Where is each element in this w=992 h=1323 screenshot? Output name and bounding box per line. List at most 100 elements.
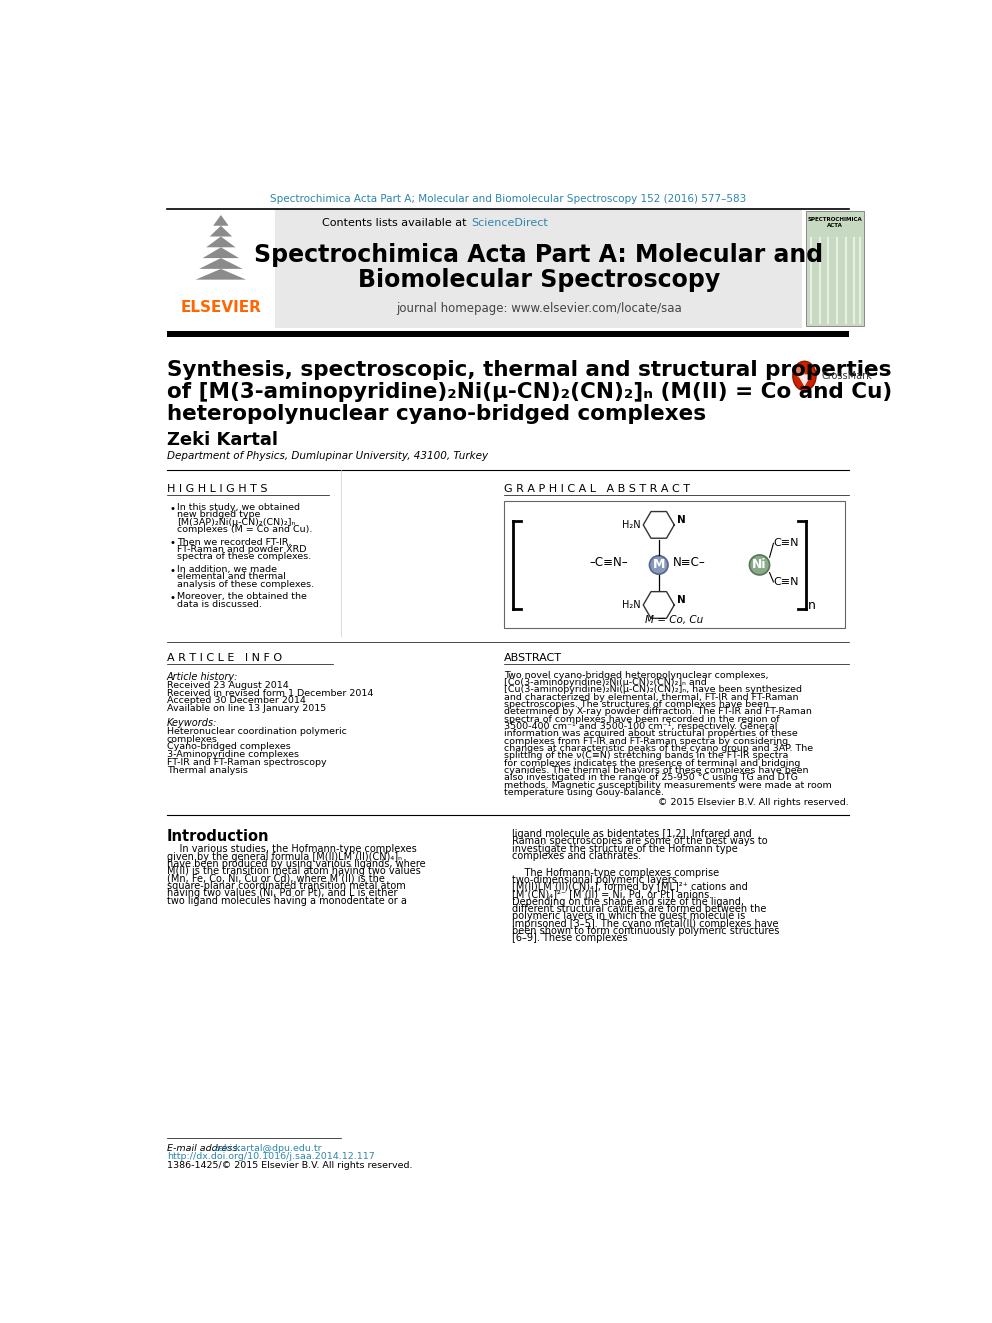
Text: FT-IR and FT-Raman spectroscopy: FT-IR and FT-Raman spectroscopy bbox=[167, 758, 326, 767]
Text: Keywords:: Keywords: bbox=[167, 718, 217, 728]
Text: http://dx.doi.org/10.1016/j.saa.2014.12.117: http://dx.doi.org/10.1016/j.saa.2014.12.… bbox=[167, 1152, 374, 1162]
Polygon shape bbox=[798, 374, 811, 386]
Text: determined by X-ray powder diffraction. The FT-IR and FT-Raman: determined by X-ray powder diffraction. … bbox=[504, 708, 811, 716]
Text: elemental and thermal: elemental and thermal bbox=[178, 573, 287, 581]
Text: 3500-400 cm⁻¹ and 3500-100 cm⁻¹, respectively. General: 3500-400 cm⁻¹ and 3500-100 cm⁻¹, respect… bbox=[504, 722, 777, 732]
Text: N≡C–: N≡C– bbox=[673, 556, 705, 569]
Polygon shape bbox=[209, 226, 232, 237]
Text: been shown to form continuously polymeric structures: been shown to form continuously polymeri… bbox=[512, 926, 779, 937]
Text: In various studies, the Hofmann-type complexes: In various studies, the Hofmann-type com… bbox=[167, 844, 417, 855]
Text: [Cu(3-aminopyridine)₂Ni(μ-CN)₂(CN)₂]ₙ, have been synthesized: [Cu(3-aminopyridine)₂Ni(μ-CN)₂(CN)₂]ₙ, h… bbox=[504, 685, 802, 695]
Text: H I G H L I G H T S: H I G H L I G H T S bbox=[167, 484, 267, 493]
Text: In addition, we made: In addition, we made bbox=[178, 565, 278, 574]
Text: 1386-1425/© 2015 Elsevier B.V. All rights reserved.: 1386-1425/© 2015 Elsevier B.V. All right… bbox=[167, 1162, 412, 1171]
Text: ABSTRACT: ABSTRACT bbox=[504, 654, 561, 663]
Text: investigate the structure of the Hofmann type: investigate the structure of the Hofmann… bbox=[512, 844, 737, 853]
Text: Biomolecular Spectroscopy: Biomolecular Spectroscopy bbox=[357, 267, 720, 291]
Text: different structural cavities are formed between the: different structural cavities are formed… bbox=[512, 904, 766, 914]
Text: [Co(3-aminopyridine)₂Ni(μ-CN)₂(CN)₂]ₙ and: [Co(3-aminopyridine)₂Ni(μ-CN)₂(CN)₂]ₙ an… bbox=[504, 679, 706, 687]
Text: Accepted 30 December 2014: Accepted 30 December 2014 bbox=[167, 696, 306, 705]
Text: M = Co, Cu: M = Co, Cu bbox=[645, 615, 703, 624]
Text: also investigated in the range of 25-950 °C using TG and DTG: also investigated in the range of 25-950… bbox=[504, 773, 798, 782]
Text: Heteronuclear coordination polymeric: Heteronuclear coordination polymeric bbox=[167, 728, 346, 736]
Text: C≡N: C≡N bbox=[774, 577, 799, 587]
Text: N: N bbox=[677, 515, 685, 525]
Text: have been produced by using various ligands, where: have been produced by using various liga… bbox=[167, 859, 426, 869]
Text: In this study, we obtained: In this study, we obtained bbox=[178, 503, 301, 512]
Text: Spectrochimica Acta Part A: Molecular and: Spectrochimica Acta Part A: Molecular an… bbox=[254, 243, 823, 267]
Text: cyanides. The thermal behaviors of these complexes have been: cyanides. The thermal behaviors of these… bbox=[504, 766, 808, 775]
Text: H₂N: H₂N bbox=[622, 520, 641, 531]
Text: ELSEVIER: ELSEVIER bbox=[181, 300, 261, 315]
Text: spectra of these complexes.: spectra of these complexes. bbox=[178, 552, 311, 561]
Text: Available on line 13 January 2015: Available on line 13 January 2015 bbox=[167, 704, 326, 713]
Polygon shape bbox=[202, 247, 239, 258]
Text: G R A P H I C A L   A B S T R A C T: G R A P H I C A L A B S T R A C T bbox=[504, 484, 689, 493]
Text: N: N bbox=[677, 595, 685, 606]
Text: complexes from FT-IR and FT-Raman spectra by considering: complexes from FT-IR and FT-Raman spectr… bbox=[504, 737, 788, 746]
Text: [6–9]. These complexes: [6–9]. These complexes bbox=[512, 934, 627, 943]
Text: Received in revised form 1 December 2014: Received in revised form 1 December 2014 bbox=[167, 688, 373, 697]
Text: Then we recorded FT-IR,: Then we recorded FT-IR, bbox=[178, 537, 292, 546]
Polygon shape bbox=[199, 258, 243, 269]
Polygon shape bbox=[206, 237, 236, 247]
Bar bbox=[504, 501, 845, 628]
Text: splitting of the ν(C≡N) stretching bands in the FT-IR spectra: splitting of the ν(C≡N) stretching bands… bbox=[504, 751, 788, 761]
Text: Received 23 August 2014: Received 23 August 2014 bbox=[167, 681, 289, 689]
Text: complexes and clathrates.: complexes and clathrates. bbox=[512, 851, 641, 861]
Text: analysis of these complexes.: analysis of these complexes. bbox=[178, 579, 314, 589]
Polygon shape bbox=[195, 269, 246, 279]
Text: [M(3AP)₂Ni(μ-CN)₂(CN)₂]ₙ: [M(3AP)₂Ni(μ-CN)₂(CN)₂]ₙ bbox=[178, 517, 296, 527]
Text: two-dimensional polymeric layers: two-dimensional polymeric layers bbox=[512, 875, 677, 885]
Text: Moreover, the obtained the: Moreover, the obtained the bbox=[178, 593, 308, 601]
Text: H₂N: H₂N bbox=[622, 599, 641, 610]
Text: complexes (M = Co and Cu).: complexes (M = Co and Cu). bbox=[178, 525, 312, 534]
Text: zeki.kartal@dpu.edu.tr: zeki.kartal@dpu.edu.tr bbox=[213, 1143, 321, 1152]
Text: information was acquired about structural properties of these: information was acquired about structura… bbox=[504, 729, 798, 738]
Text: methods. Magnetic susceptibility measurements were made at room: methods. Magnetic susceptibility measure… bbox=[504, 781, 831, 790]
Text: (Mn, Fe, Co, Ni, Cu or Cd), where M’(II) is the: (Mn, Fe, Co, Ni, Cu or Cd), where M’(II)… bbox=[167, 873, 385, 884]
Text: Department of Physics, Dumlupinar University, 43100, Turkey: Department of Physics, Dumlupinar Univer… bbox=[167, 451, 488, 462]
Ellipse shape bbox=[793, 361, 816, 390]
Text: Two novel cyano-bridged heteropolynuclear complexes,: Two novel cyano-bridged heteropolynuclea… bbox=[504, 671, 768, 680]
Text: given by the general formula [M(II)LM’(II)(CN)₄]ₙ: given by the general formula [M(II)LM’(I… bbox=[167, 852, 402, 861]
Text: E-mail address:: E-mail address: bbox=[167, 1143, 240, 1152]
Text: new bridged type: new bridged type bbox=[178, 511, 261, 519]
Text: Article history:: Article history: bbox=[167, 672, 238, 681]
Text: [M(II)LM’(II)(CN)₄], formed by [ML]²⁺ cations and: [M(II)LM’(II)(CN)₄], formed by [ML]²⁺ ca… bbox=[512, 882, 747, 892]
Text: heteropolynuclear cyano-bridged complexes: heteropolynuclear cyano-bridged complexe… bbox=[167, 404, 705, 423]
Text: Raman spectroscopies are some of the best ways to: Raman spectroscopies are some of the bes… bbox=[512, 836, 767, 847]
Text: spectra of complexes have been recorded in the region of: spectra of complexes have been recorded … bbox=[504, 714, 780, 724]
Text: complexes: complexes bbox=[167, 734, 217, 744]
Text: Introduction: Introduction bbox=[167, 830, 269, 844]
Text: changes at characteristic peaks of the cyano group and 3AP. The: changes at characteristic peaks of the c… bbox=[504, 744, 812, 753]
Text: CrossMark: CrossMark bbox=[821, 370, 872, 381]
Text: for complexes indicates the presence of terminal and bridging: for complexes indicates the presence of … bbox=[504, 758, 801, 767]
Text: C≡N: C≡N bbox=[774, 538, 799, 548]
Text: and characterized by elemental, thermal, FT-IR and FT-Raman: and characterized by elemental, thermal,… bbox=[504, 693, 799, 701]
Circle shape bbox=[749, 554, 770, 576]
Text: A R T I C L E   I N F O: A R T I C L E I N F O bbox=[167, 654, 282, 663]
Text: journal homepage: www.elsevier.com/locate/saa: journal homepage: www.elsevier.com/locat… bbox=[396, 303, 682, 315]
Text: The Hofmann-type complexes comprise: The Hofmann-type complexes comprise bbox=[512, 868, 718, 877]
Text: having two values (Ni, Pd or Pt), and L is either: having two values (Ni, Pd or Pt), and L … bbox=[167, 888, 397, 898]
Text: temperature using Gouy-balance.: temperature using Gouy-balance. bbox=[504, 789, 664, 796]
Text: •: • bbox=[170, 566, 176, 576]
Text: M: M bbox=[653, 558, 665, 572]
Text: imprisoned [3–5]. The cyano metal(II) complexes have: imprisoned [3–5]. The cyano metal(II) co… bbox=[512, 918, 778, 929]
Text: [M’(CN)₄]²⁻ [M’(II) = Ni, Pd, or Pt] anions.: [M’(CN)₄]²⁻ [M’(II) = Ni, Pd, or Pt] ani… bbox=[512, 889, 711, 900]
Text: ligand molecule as bidentates [1,2]. Infrared and: ligand molecule as bidentates [1,2]. Inf… bbox=[512, 830, 751, 839]
Polygon shape bbox=[213, 214, 228, 226]
Ellipse shape bbox=[796, 366, 806, 378]
Bar bbox=[806, 212, 864, 325]
Bar bbox=[167, 209, 275, 328]
Text: •: • bbox=[170, 504, 176, 513]
Text: FT-Raman and powder XRD: FT-Raman and powder XRD bbox=[178, 545, 307, 554]
Text: two ligand molecules having a monodentate or a: two ligand molecules having a monodentat… bbox=[167, 896, 407, 906]
Text: data is discussed.: data is discussed. bbox=[178, 599, 262, 609]
Text: ScienceDirect: ScienceDirect bbox=[471, 218, 548, 228]
Text: Contents lists available at: Contents lists available at bbox=[321, 218, 469, 228]
Text: •: • bbox=[170, 538, 176, 548]
Text: ACTA: ACTA bbox=[826, 224, 842, 229]
Text: Thermal analysis: Thermal analysis bbox=[167, 766, 247, 774]
